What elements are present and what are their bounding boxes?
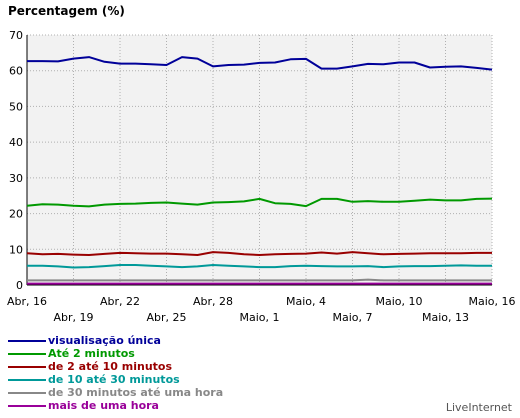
series-line-4 bbox=[27, 278, 492, 282]
x-tick-label: Abr, 28 bbox=[193, 295, 233, 308]
legend-label: de 10 até 30 minutos bbox=[48, 373, 180, 386]
y-tick-label: 50 bbox=[9, 100, 23, 113]
x-tick-label: Maio, 4 bbox=[286, 295, 326, 308]
legend-label: mais de uma hora bbox=[48, 399, 159, 412]
plot-area bbox=[27, 35, 492, 285]
legend-swatch bbox=[8, 353, 46, 355]
legend-swatch bbox=[8, 392, 46, 394]
legend-swatch bbox=[8, 405, 46, 407]
legend-swatch bbox=[8, 379, 46, 381]
chart-title: Percentagem (%) bbox=[8, 4, 125, 18]
x-tick-label: Maio, 10 bbox=[375, 295, 422, 308]
y-tick-label: 20 bbox=[9, 208, 23, 221]
x-tick-label: Abr, 19 bbox=[53, 311, 93, 324]
x-tick-label: Abr, 22 bbox=[100, 295, 140, 308]
series-line-0 bbox=[27, 56, 493, 71]
legend-label: de 30 minutos até uma hora bbox=[48, 386, 224, 399]
x-tick-label: Abr, 25 bbox=[146, 311, 186, 324]
legend-swatch bbox=[8, 340, 46, 342]
legend-swatch bbox=[8, 366, 46, 368]
y-tick-label: 0 bbox=[16, 279, 23, 292]
series-line-2 bbox=[26, 251, 492, 256]
y-tick-label: 70 bbox=[9, 29, 23, 42]
y-tick-label: 30 bbox=[9, 172, 23, 185]
legend-label: visualisação única bbox=[48, 334, 161, 347]
legend-item: de 30 minutos até uma hora bbox=[8, 386, 308, 399]
x-tick-label: Maio, 13 bbox=[422, 311, 469, 324]
y-tick-label: 10 bbox=[9, 243, 23, 256]
brand-label: LiveInternet bbox=[445, 401, 512, 414]
x-tick-label: Maio, 7 bbox=[332, 311, 372, 324]
legend-item: de 10 até 30 minutos bbox=[8, 373, 308, 386]
y-tick-label: 40 bbox=[9, 136, 23, 149]
legend: visualisação única Até 2 minutos de 2 até … bbox=[8, 334, 308, 412]
legend-label: Até 2 minutos bbox=[48, 347, 135, 360]
legend-item: visualisação única bbox=[8, 334, 308, 347]
series-line-3 bbox=[27, 264, 492, 269]
y-tick-label: 60 bbox=[9, 65, 23, 78]
series-line-1 bbox=[26, 197, 493, 208]
legend-label: de 2 até 10 minutos bbox=[48, 360, 173, 373]
line-chart: 0 10 20 30 40 50 60 70 Abr, 16 Abr, 22 Abr, 28 Maio… bbox=[7, 29, 516, 324]
x-tick-label: Maio, 16 bbox=[468, 295, 515, 308]
x-tick-label: Abr, 16 bbox=[7, 295, 47, 308]
legend-item: mais de uma hora bbox=[8, 399, 308, 412]
legend-item: de 2 até 10 minutos bbox=[8, 360, 308, 373]
x-tick-label: Maio, 1 bbox=[239, 311, 279, 324]
legend-item: Até 2 minutos bbox=[8, 347, 308, 360]
